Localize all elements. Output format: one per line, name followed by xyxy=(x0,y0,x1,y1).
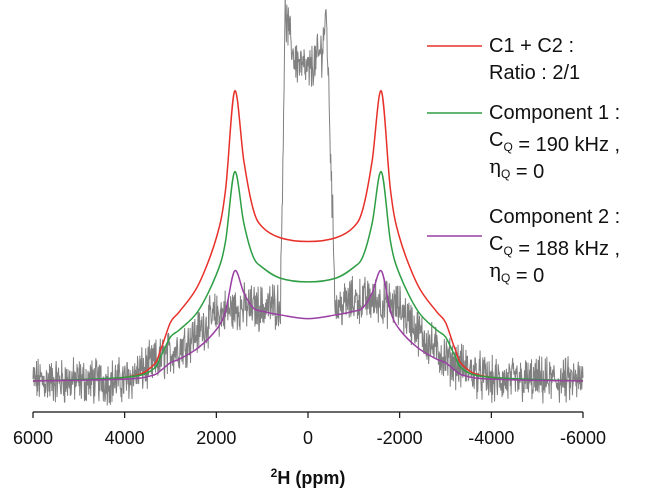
legend-label-c1c2: C1 + C2 : xyxy=(489,35,574,57)
x-tick-label: -4000 xyxy=(468,428,514,448)
series-line-component2 xyxy=(32,269,584,382)
legend-label-c1c2: Ratio : 2/1 xyxy=(489,62,580,84)
legend-label-component1: Component 1 : xyxy=(489,102,620,124)
series-line-component1 xyxy=(32,171,584,382)
x-tick-label: 0 xyxy=(303,428,313,448)
legend-label-component1: CQ = 190 kHz , xyxy=(489,129,620,156)
series-line-c1c2 xyxy=(32,90,584,382)
legend-label-component2: CQ = 188 kHz , xyxy=(489,233,620,260)
x-tick-label: -2000 xyxy=(377,428,423,448)
x-axis-title-text: H (ppm) xyxy=(277,468,345,488)
x-axis-title-superscript: 2 xyxy=(271,466,278,480)
legend-label-component2: ηQ = 0 xyxy=(489,258,544,287)
x-axis-ticks: 6000 4000 2000 0 -2000 -4000 -6000 xyxy=(13,412,606,448)
x-tick-label: 4000 xyxy=(105,428,145,448)
legend-label-component2: Component 2 : xyxy=(489,206,620,228)
legend: C1 + C2 : Ratio : 2/1 Component 1 : CQ = 19… xyxy=(427,35,620,287)
x-axis-title: 2H (ppm) xyxy=(271,466,346,488)
x-tick-label: 2000 xyxy=(196,428,236,448)
series-line-experimental xyxy=(32,0,584,406)
x-tick-label: -6000 xyxy=(560,428,606,448)
legend-label-component1: ηQ = 0 xyxy=(489,154,544,183)
plot-lines xyxy=(32,0,584,406)
x-tick-label: 6000 xyxy=(13,428,53,448)
